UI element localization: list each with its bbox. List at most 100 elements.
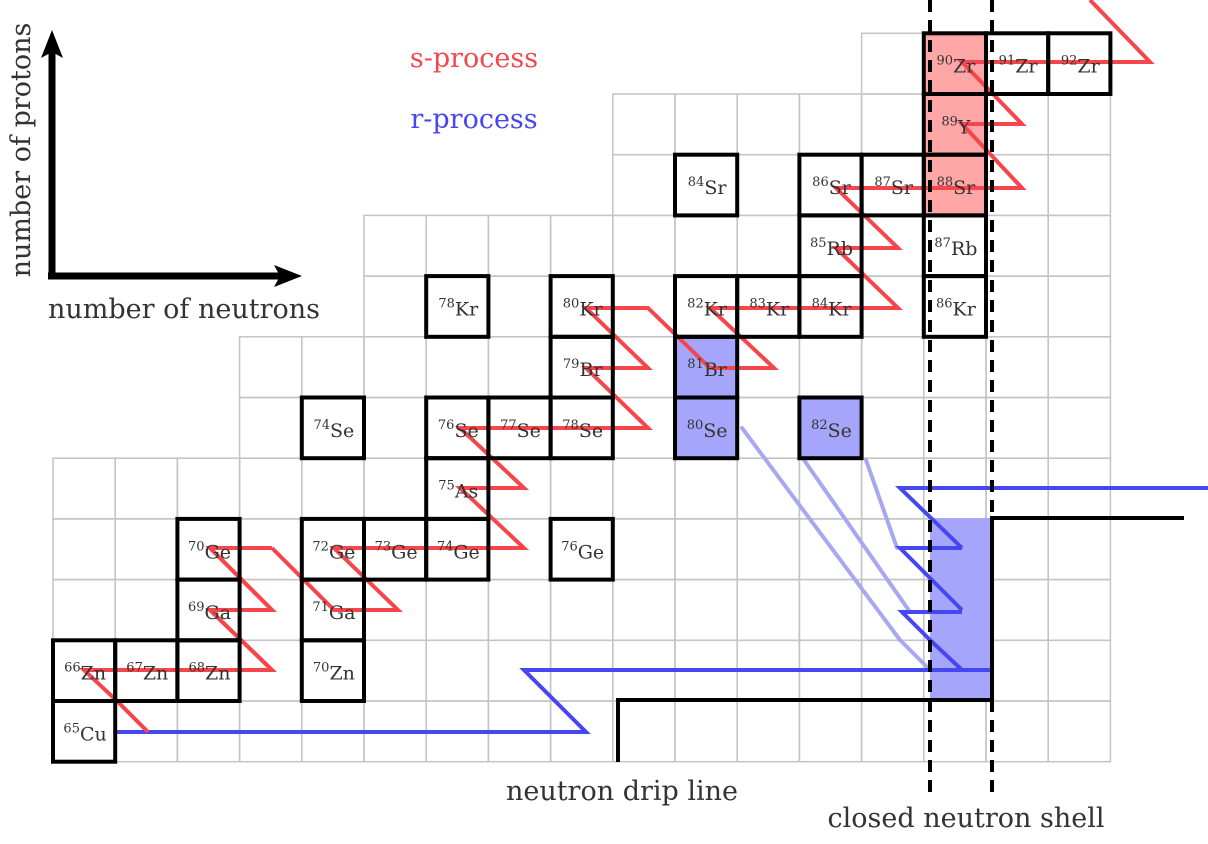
r-process-zigzag-middle	[895, 546, 964, 612]
grid-cell	[1047, 275, 1112, 338]
nuclide-label: 85Rb	[810, 236, 853, 260]
grid-cell	[238, 336, 303, 399]
nuclide-67Zn: 67Zn	[113, 638, 180, 703]
grid-cell	[674, 214, 738, 277]
grid-cell	[425, 336, 490, 399]
nuclide-fill-88Sr	[923, 154, 986, 216]
element-symbol: Ga	[329, 602, 356, 624]
element-symbol: Zr	[1077, 56, 1100, 78]
mass-number: 92	[1061, 54, 1078, 69]
nuclide-87Rb: 87Rb	[921, 213, 988, 279]
grid-cell	[1047, 396, 1112, 459]
element-symbol: Se	[828, 420, 852, 442]
nuclide-label: 72Ge	[312, 539, 355, 563]
element-symbol: Ge	[205, 541, 231, 563]
grid-cell	[736, 578, 801, 642]
nuclide-label: 91Zr	[999, 54, 1039, 78]
s-process-zn70-ge72-segment	[270, 0, 1155, 612]
grid-cell	[549, 578, 614, 642]
nuclide-box	[175, 516, 242, 582]
grid-cell	[612, 700, 676, 763]
grid-cell	[985, 639, 1049, 702]
nuclide-label: 66Zn	[64, 661, 106, 685]
element-symbol: As	[454, 481, 478, 503]
mass-number: 70	[188, 539, 205, 554]
grid-cell	[860, 396, 925, 459]
nuclide-74Se: 74Se	[299, 395, 366, 461]
grid-cell	[612, 214, 676, 277]
mass-number: 82	[811, 418, 828, 433]
nuclide-70Ge: 70Ge	[175, 516, 242, 582]
neutron-drip-line-label: neutron drip line	[506, 776, 738, 807]
element-symbol: Y	[957, 116, 971, 138]
element-symbol: Se	[579, 420, 603, 442]
element-symbol: Sr	[704, 177, 727, 199]
grid-cell	[487, 275, 552, 338]
nuclide-label: 89Y	[941, 114, 971, 138]
proton-axis-label: number of protons	[6, 23, 37, 278]
nuclide-box	[548, 516, 615, 582]
r-process-decay-line-to-82Se-upper	[864, 458, 899, 550]
nuclide-label: 84Sr	[688, 175, 728, 199]
grid-cell	[674, 93, 738, 156]
grid-cell	[985, 578, 1049, 642]
nuclide-label: 88Sr	[937, 175, 977, 199]
nuclide-72Ge: 72Ge	[299, 516, 366, 582]
nuclide-label: 76Ge	[561, 539, 604, 563]
axes-arrows	[41, 30, 302, 287]
element-symbol: Kr	[579, 298, 603, 320]
mass-number: 72	[312, 539, 329, 554]
mass-number: 78	[438, 296, 455, 311]
grid-cell	[363, 396, 427, 459]
mass-number: 76	[561, 539, 578, 554]
grid-cell	[52, 518, 116, 581]
grid-cell	[736, 93, 801, 156]
element-symbol: Ge	[391, 541, 417, 563]
mass-number: 75	[438, 479, 455, 494]
nuclide-label: 87Rb	[934, 236, 977, 260]
grid-cell	[860, 32, 925, 95]
r-process-top-path	[895, 486, 1208, 550]
neutron-axis-label: number of neutrons	[48, 294, 320, 325]
nuclide-82Se: 82Se	[797, 395, 864, 461]
grid-cell	[52, 578, 116, 642]
element-symbol: Se	[454, 420, 478, 442]
nuclide-87Sr: 87Sr	[859, 152, 926, 218]
grid-cell	[985, 700, 1049, 763]
grid-cell	[985, 275, 1049, 338]
grid-cell	[736, 153, 801, 217]
grid-cell	[612, 93, 676, 156]
nuclide-label: 74Ge	[437, 539, 480, 563]
mass-number: 91	[999, 54, 1016, 69]
nuclide-label: 74Se	[313, 418, 354, 442]
mass-number: 71	[312, 600, 329, 615]
mass-number: 80	[687, 418, 704, 433]
element-symbol: Zn	[81, 663, 106, 685]
element-symbol: Sr	[829, 177, 852, 199]
grid-cell	[798, 578, 863, 642]
grid-cell	[1047, 336, 1112, 399]
grid-cell	[798, 336, 863, 399]
mass-number: 82	[687, 296, 704, 311]
nuclide-label: 86Kr	[936, 296, 977, 320]
nuclide-70Zn: 70Zn	[299, 638, 366, 703]
nuclide-label: 73Ge	[375, 539, 418, 563]
nuclide-fill-80Se	[675, 397, 738, 459]
mass-number: 90	[936, 54, 953, 69]
grid-cell	[923, 336, 987, 399]
grid-cell	[301, 457, 365, 520]
grid-cell	[985, 396, 1049, 459]
nuclide-label: 75As	[438, 479, 478, 503]
element-symbol: Zr	[1015, 56, 1038, 78]
nuclide-label: 78Kr	[438, 296, 479, 320]
grid-cell	[487, 336, 552, 399]
nuclide-label: 77Se	[500, 418, 541, 442]
grid-cell	[985, 214, 1049, 277]
grid-cell	[363, 214, 427, 277]
r-process-paths	[116, 486, 1208, 734]
grid-cell	[238, 457, 303, 520]
grid-cell	[612, 578, 676, 642]
nuclide-box	[673, 152, 740, 218]
element-symbol: Zr	[953, 56, 976, 78]
